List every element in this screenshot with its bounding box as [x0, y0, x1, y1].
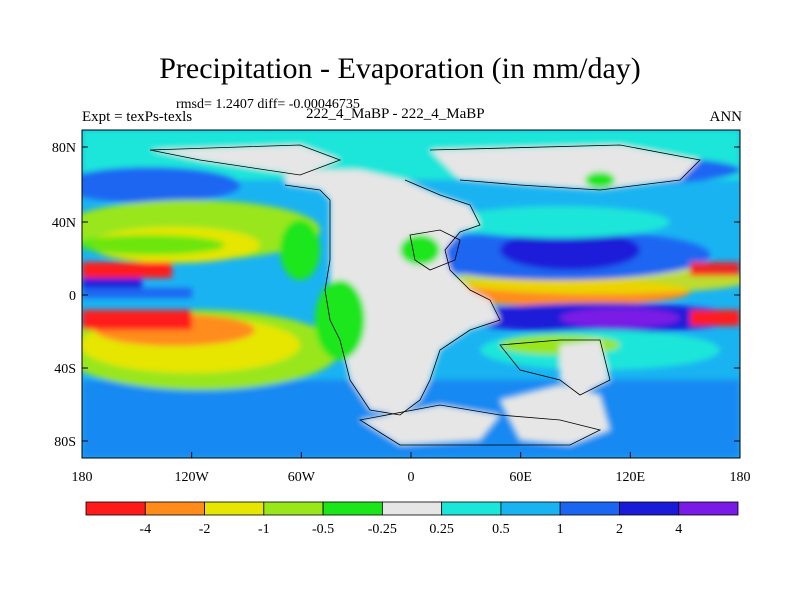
- lat-tick-label: 80N: [52, 141, 76, 156]
- experiment-label: Expt = texPs-texls: [82, 109, 193, 125]
- lon-tick-label: 120W: [175, 470, 210, 485]
- latitude-axis: 80N 40N 0 40S 80S: [52, 141, 740, 450]
- season-label: ANN: [709, 109, 743, 125]
- lat-tick-label: 80S: [54, 435, 76, 450]
- colorbar-swatch: [263, 501, 324, 516]
- colorbar-label: -2: [199, 522, 211, 537]
- colorbar-label: 4: [675, 522, 682, 537]
- colorbar-swatch: [322, 501, 383, 516]
- colorbar-label: 0.5: [492, 522, 510, 537]
- colorbar-swatch: [144, 501, 205, 516]
- colorbar-swatch: [85, 501, 146, 516]
- lon-tick-label: 60W: [288, 470, 316, 485]
- colorbar-swatch: [559, 501, 620, 516]
- longitude-axis: 180 120W 60W 0 60E 120E 180: [72, 452, 751, 485]
- lon-tick-label: 180: [730, 470, 751, 485]
- plot-title: Precipitation - Evaporation (in mm/day): [159, 52, 641, 85]
- colorbar-label: 1: [557, 522, 564, 537]
- colorbar-label: 2: [616, 522, 623, 537]
- lat-tick-label: 40S: [54, 362, 76, 377]
- colorbar-swatch: [381, 501, 443, 516]
- colorbar-label: 0.25: [429, 522, 454, 537]
- lat-tick-label: 0: [69, 289, 76, 304]
- colorbar-swatch: [500, 501, 561, 516]
- colorbar-swatch: [678, 501, 739, 516]
- colorbar-swatch: [204, 501, 265, 516]
- lon-tick-label: 0: [408, 470, 415, 485]
- colorbar-label: -1: [258, 522, 270, 537]
- lon-tick-label: 120E: [616, 470, 646, 485]
- case-label: 222_4_MaBP - 222_4_MaBP: [306, 106, 485, 122]
- lon-tick-label: 180: [72, 470, 93, 485]
- map-field: [82, 130, 740, 458]
- colorbar-label: -0.5: [312, 522, 334, 537]
- colorbar-label: -4: [139, 522, 151, 537]
- colorbar: -4 -2 -1 -0.5 -0.25 0.25 0.5 1 2 4: [85, 501, 739, 537]
- lon-tick-label: 60E: [509, 470, 532, 485]
- stats-line: rmsd= 1.2407 diff= -0.00046735: [176, 97, 360, 112]
- colorbar-label: -0.25: [368, 522, 397, 537]
- colorbar-swatch: [619, 501, 680, 516]
- colorbar-swatch: [441, 501, 502, 516]
- lat-tick-label: 40N: [52, 216, 76, 231]
